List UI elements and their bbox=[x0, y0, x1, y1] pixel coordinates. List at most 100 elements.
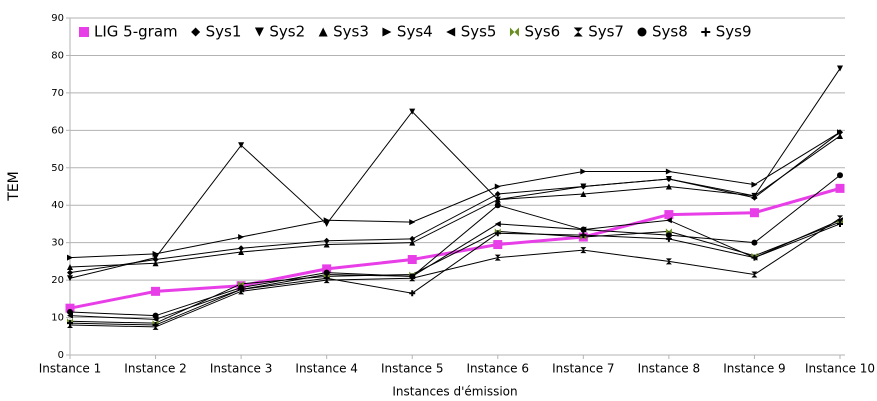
point bbox=[409, 290, 416, 297]
series-line bbox=[69, 223, 841, 326]
x-tick-label: Instance 3 bbox=[210, 362, 273, 376]
point bbox=[494, 190, 501, 197]
point bbox=[664, 210, 674, 220]
point bbox=[665, 217, 672, 224]
point bbox=[751, 271, 758, 278]
point bbox=[494, 183, 501, 190]
point bbox=[151, 286, 161, 296]
point bbox=[837, 220, 843, 227]
point bbox=[67, 320, 73, 327]
point bbox=[409, 273, 416, 280]
y-tick-label: 20 bbox=[51, 275, 64, 286]
point bbox=[665, 235, 672, 242]
point bbox=[494, 230, 501, 237]
legend-label: Sys8 bbox=[652, 23, 688, 41]
point bbox=[837, 172, 843, 179]
legend-marker bbox=[318, 27, 328, 37]
legend-label: Sys5 bbox=[461, 23, 497, 41]
series-line bbox=[69, 221, 841, 324]
point bbox=[67, 308, 73, 315]
series-line bbox=[69, 217, 841, 328]
x-tick-label: Instance 4 bbox=[295, 362, 358, 376]
point bbox=[665, 183, 672, 190]
point bbox=[323, 275, 330, 282]
point bbox=[751, 239, 758, 246]
point bbox=[494, 196, 501, 203]
point bbox=[665, 176, 672, 183]
series-line bbox=[69, 174, 841, 317]
point bbox=[580, 232, 587, 239]
point bbox=[67, 269, 73, 276]
y-axis-label: TEM bbox=[6, 171, 22, 201]
point bbox=[580, 247, 587, 254]
point bbox=[67, 254, 73, 261]
legend-label: Sys3 bbox=[333, 23, 369, 41]
x-tick-label: Instance 2 bbox=[124, 362, 187, 376]
legend-marker bbox=[573, 27, 583, 37]
x-tick-label: Instance 6 bbox=[467, 362, 530, 376]
legend-label: Sys7 bbox=[588, 23, 624, 41]
point bbox=[152, 250, 159, 257]
y-tick-label: 40 bbox=[51, 200, 64, 211]
point bbox=[665, 258, 672, 265]
point bbox=[665, 168, 672, 175]
point bbox=[238, 249, 245, 256]
x-tick-label: Instance 10 bbox=[805, 362, 875, 376]
x-tick-label: Instance 8 bbox=[638, 362, 701, 376]
point bbox=[238, 234, 245, 241]
legend-label: Sys9 bbox=[716, 23, 752, 41]
point bbox=[238, 286, 245, 293]
point bbox=[580, 226, 587, 233]
x-axis-label: Instances d'émission bbox=[392, 385, 517, 399]
point bbox=[837, 129, 843, 136]
point bbox=[409, 235, 416, 242]
point bbox=[67, 275, 73, 282]
series-line bbox=[69, 131, 841, 274]
point bbox=[751, 254, 758, 261]
point bbox=[152, 260, 159, 267]
series-line bbox=[69, 68, 841, 279]
x-tick-label: Instance 9 bbox=[723, 362, 786, 376]
point bbox=[580, 168, 587, 175]
legend-label: Sys2 bbox=[269, 23, 305, 41]
x-tick-label: Instance 5 bbox=[381, 362, 444, 376]
point bbox=[835, 183, 845, 193]
legend-label: Sys1 bbox=[206, 23, 242, 41]
point bbox=[494, 220, 501, 227]
y-tick-label: 30 bbox=[51, 238, 64, 249]
legend-marker bbox=[191, 27, 201, 37]
legend-marker bbox=[637, 27, 647, 37]
point bbox=[152, 322, 159, 329]
point bbox=[238, 142, 245, 149]
point bbox=[837, 132, 843, 139]
series-line bbox=[69, 131, 841, 259]
point bbox=[238, 245, 245, 252]
point bbox=[323, 241, 330, 248]
point bbox=[837, 215, 843, 222]
x-tick-label: Instance 7 bbox=[552, 362, 615, 376]
y-tick-label: 90 bbox=[51, 13, 64, 24]
point bbox=[751, 181, 758, 188]
legend-marker bbox=[701, 27, 711, 37]
legend-marker bbox=[509, 27, 519, 37]
point bbox=[751, 192, 758, 199]
legend-marker bbox=[254, 27, 264, 37]
y-tick-label: 70 bbox=[51, 88, 64, 99]
point bbox=[409, 239, 416, 246]
point bbox=[323, 217, 330, 224]
legend-label: Sys4 bbox=[397, 23, 433, 41]
point bbox=[837, 65, 843, 72]
point bbox=[67, 264, 73, 271]
point bbox=[407, 255, 417, 265]
point bbox=[152, 312, 159, 319]
y-tick-label: 50 bbox=[51, 163, 64, 174]
point bbox=[323, 269, 330, 276]
series-line bbox=[69, 135, 841, 268]
point bbox=[494, 254, 501, 261]
point bbox=[493, 240, 503, 250]
point bbox=[749, 208, 759, 218]
legend-label: LIG 5-gram bbox=[94, 23, 178, 41]
y-tick-label: 60 bbox=[51, 125, 64, 136]
y-tick-label: 0 bbox=[58, 350, 64, 361]
